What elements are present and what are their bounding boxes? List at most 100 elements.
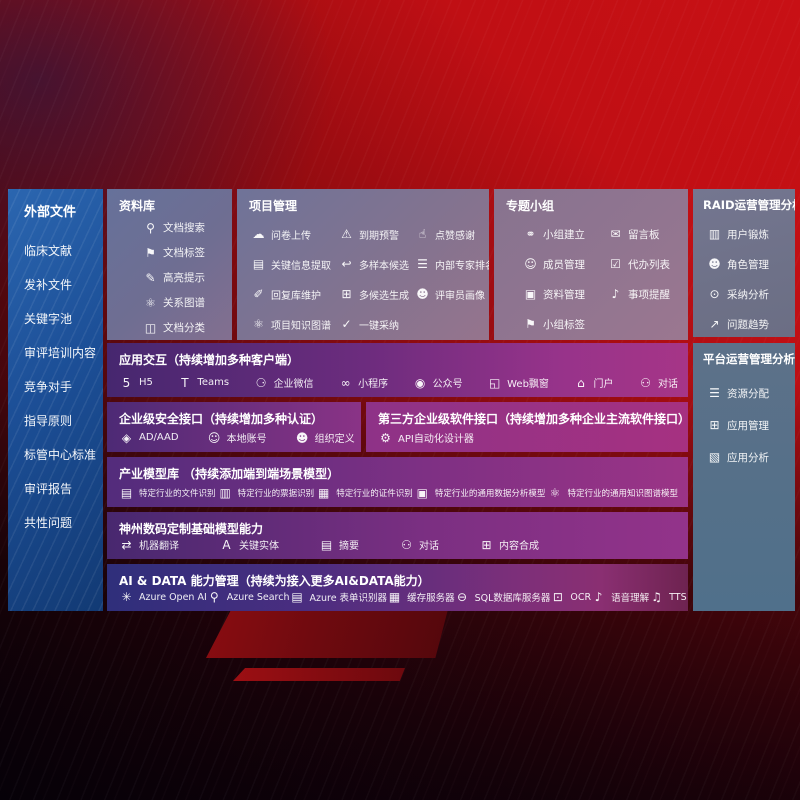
- feature-item: ▧ 应用分析: [707, 441, 793, 473]
- feature-label: 小程序: [358, 379, 389, 390]
- feature-item: ♪ 事项提醒: [608, 287, 684, 302]
- feature-item: ✐ 回复库维护: [251, 287, 339, 302]
- member-manage-icon: ☺: [524, 257, 537, 271]
- feature-item: ▦ 特定行业的证件识别: [316, 486, 413, 500]
- topic-groups-title: 专题小组: [506, 199, 555, 213]
- feature-label: 小组标签: [543, 318, 585, 331]
- sidebar-item: 审评培训内容: [24, 345, 97, 360]
- feature-label: 特定行业的票据识别: [237, 489, 315, 499]
- feature-label: 高亮提示: [163, 272, 205, 284]
- content-compose-icon: ⊞: [481, 537, 492, 552]
- security-interface-band: 企业级安全接口（持续增加多种认证） ◈ AD/AAD ☺ 本地账号 ☻ 组织定义: [107, 402, 361, 452]
- external-files-panel: 外部文件 临床文献 发补文件 关键字池 审评培训内容 竞争对手 指导原则 标管中心标准 审评报…: [8, 189, 103, 611]
- project-management-list: ☁ 问卷上传 ⚠ 到期预警 ☝ 点赞感谢 ▤ 关键信息提取 ↩ 多样本候选 ☰ …: [251, 219, 490, 339]
- relation-graph-icon: ⚛: [145, 295, 156, 310]
- wecom-icon: ⚆: [255, 375, 267, 390]
- feature-item: ⚆ 企业微信: [254, 375, 314, 391]
- feature-label: AD/AAD: [139, 432, 179, 443]
- feature-item: ⚛ 特定行业的通用知识图谱模型: [547, 486, 678, 500]
- local-account-icon: ☺: [207, 430, 221, 445]
- industry-idcard-recognize-icon: ▦: [318, 486, 330, 500]
- feature-label: 门户: [593, 379, 614, 390]
- industry-data-analysis-model-icon: ▣: [416, 486, 428, 500]
- dialog-icon: ⚇: [401, 537, 412, 552]
- feature-label: 资源分配: [727, 387, 769, 400]
- sidebar-item: 指导原则: [24, 413, 73, 428]
- material-manage-icon: ▣: [524, 287, 537, 301]
- h5-icon: 5: [122, 375, 131, 390]
- feature-label: Azure 表单识别器: [309, 593, 388, 604]
- digitalchina-model-list: ⇄ 机器翻译 A 关键实体 ▤ 摘要 ⚇ 对话 ⊞ 内容合成: [119, 537, 678, 553]
- feature-item: ⚛ 项目知识图谱: [251, 317, 339, 332]
- feature-label: 内部专家排名: [435, 260, 489, 272]
- feature-label: 特定行业的通用数据分析模型: [434, 489, 546, 499]
- feature-item: ✓ 一键采纳: [339, 317, 415, 332]
- group-create-icon: ⚭: [525, 227, 536, 241]
- azure-form-recognizer-icon: ▤: [291, 590, 303, 604]
- feature-label: 文档标签: [163, 247, 205, 259]
- azure-openai-icon: ✳: [121, 590, 132, 604]
- doc-search-icon: ⚲: [146, 220, 155, 235]
- azure-search-icon: ⚲: [209, 590, 219, 604]
- reviewer-profile-icon: ☻: [416, 287, 429, 301]
- ocr-icon: ⊡: [552, 590, 563, 604]
- portal-icon: ⌂: [577, 375, 585, 390]
- feature-item: ♪ 语音理解: [591, 590, 649, 604]
- digitalchina-model-band: 神州数码定制基础模型能力 ⇄ 机器翻译 A 关键实体 ▤ 摘要 ⚇ 对话 ⊞ 内…: [107, 512, 688, 559]
- role-manage-icon: ☻: [708, 257, 721, 271]
- feature-item: ↗ 问题趋势: [707, 309, 793, 337]
- feature-label: 项目知识图谱: [271, 320, 331, 332]
- feature-item: ⚇ 对话: [399, 537, 439, 553]
- web-popup-icon: ◱: [488, 375, 501, 390]
- feature-item: ⚑ 小组标签: [523, 317, 608, 332]
- key-entity-icon: A: [222, 537, 231, 552]
- feature-label: H5: [139, 377, 153, 388]
- feature-label: 对话: [419, 541, 439, 552]
- industry-knowledge-graph-model-icon: ⚛: [549, 486, 561, 500]
- feature-item: ▤ 摘要: [319, 537, 359, 553]
- feature-item: ⚛ 关系图谱: [143, 290, 228, 315]
- feature-item: ☻ 评审员画像: [415, 287, 489, 302]
- tts-icon: ♫: [651, 590, 662, 604]
- feature-item: ▣ 特定行业的通用数据分析模型: [415, 486, 546, 500]
- feature-item: ⇄ 机器翻译: [119, 537, 179, 553]
- feature-label: 应用管理: [727, 419, 769, 432]
- speech-understand-icon: ♪: [594, 590, 603, 604]
- feature-item: ▥ 特定行业的票据识别: [218, 486, 315, 500]
- feature-label: Azure Search: [226, 591, 290, 603]
- sql-db-server-icon: ⊖: [457, 590, 468, 604]
- feature-label: 关键实体: [239, 541, 279, 552]
- feature-label: 到期预警: [359, 230, 399, 242]
- reminder-bell-icon: ♪: [611, 287, 620, 301]
- feature-label: Teams: [197, 377, 230, 388]
- feature-item: ⊖ SQL数据库服务器: [455, 590, 550, 604]
- feature-item: ⊞ 内容合成: [479, 537, 539, 553]
- project-knowledge-graph-icon: ⚛: [253, 317, 264, 331]
- feature-label: 多候选生成: [359, 290, 409, 302]
- industry-model-list: ▤ 特定行业的文件识别 ▥ 特定行业的票据识别 ▦ 特定行业的证件识别 ▣ 特定…: [119, 486, 678, 500]
- feature-item: ✳ Azure Open AI: [119, 590, 206, 604]
- expert-ranking-icon: ☰: [417, 257, 428, 271]
- due-alert-icon: ⚠: [341, 227, 352, 241]
- feature-item: ◉ 公众号: [413, 375, 463, 391]
- feature-item: T Teams: [177, 376, 229, 390]
- feature-item: ☑ 代办列表: [608, 257, 684, 272]
- machine-translate-icon: ⇄: [121, 537, 132, 552]
- feature-label: 回复库维护: [271, 290, 321, 302]
- feature-label: 对话: [657, 379, 678, 390]
- feature-label: 问卷上传: [271, 230, 311, 242]
- reply-library-icon: ✐: [253, 287, 264, 301]
- feature-item: ☰ 资源分配: [707, 377, 793, 409]
- industry-file-recognize-icon: ▤: [120, 486, 133, 500]
- external-files-list: 临床文献 发补文件 关键字池 审评培训内容 竞争对手 指导原则 标管中心标准 审评报告 共性问题: [8, 233, 103, 539]
- raid-analysis-box: RAID运营管理分析 ▥ 用户锻炼 ☻ 角色管理 ⊙ 采纳分析 ↗ 问题趋势: [693, 189, 795, 337]
- feature-item: ⚲ Azure Search: [207, 590, 290, 604]
- sidebar-item: 审评报告: [24, 481, 73, 496]
- feature-label: 本地账号: [226, 434, 267, 445]
- industry-model-band: 产业模型库 （持续添加端到端场景模型） ▤ 特定行业的文件识别 ▥ 特定行业的票…: [107, 457, 688, 507]
- platform-analysis-list: ☰ 资源分配 ⊞ 应用管理 ▧ 应用分析: [707, 377, 793, 473]
- feature-label: 小组建立: [543, 228, 585, 241]
- bbs-board-icon: ✉: [610, 227, 621, 241]
- feature-item: ⊞ 多候选生成: [339, 287, 415, 302]
- topic-groups-list: ⚭ 小组建立 ✉ 留言板 ☺ 成员管理 ☑ 代办列表 ▣ 资料管理 ♪ 事项提醒: [523, 219, 684, 339]
